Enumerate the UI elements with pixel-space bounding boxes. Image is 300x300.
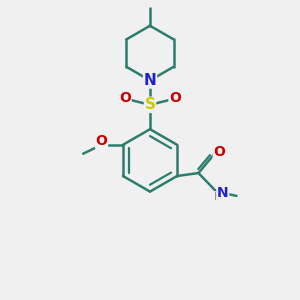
Text: O: O bbox=[213, 145, 225, 159]
Text: N: N bbox=[217, 186, 229, 200]
Text: S: S bbox=[145, 97, 155, 112]
Text: O: O bbox=[169, 91, 181, 105]
Text: N: N bbox=[144, 73, 156, 88]
Text: H: H bbox=[214, 192, 222, 202]
Text: O: O bbox=[119, 91, 131, 105]
Text: O: O bbox=[96, 134, 107, 148]
